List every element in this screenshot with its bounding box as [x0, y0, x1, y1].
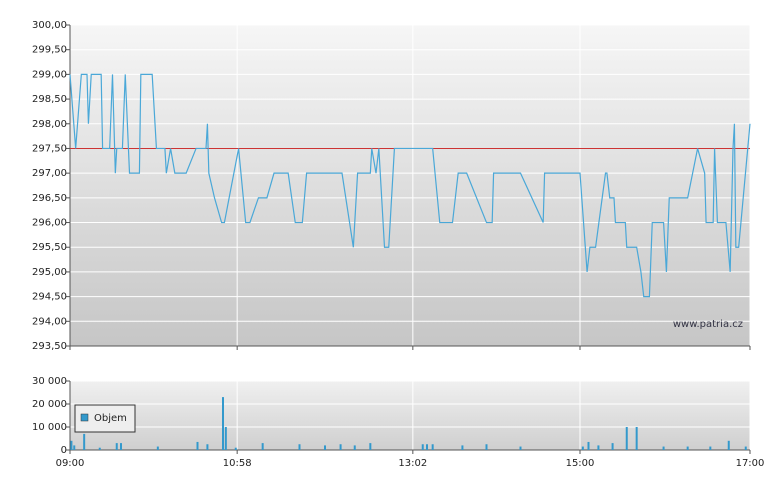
volume-bar — [224, 427, 227, 450]
x-tick-label: 13:02 — [398, 458, 427, 469]
legend-label: Objem — [94, 413, 127, 424]
volume-bar — [581, 446, 584, 450]
y-tick-label: 300,00 — [32, 20, 67, 31]
volume-bar — [83, 433, 86, 450]
volume-bar — [611, 443, 614, 450]
volume-bar — [353, 445, 356, 450]
volume-bar — [485, 444, 488, 450]
volume-bar — [625, 427, 628, 450]
volume-bar — [709, 446, 712, 450]
plot-bg — [70, 25, 750, 346]
x-tick-label: 09:00 — [56, 458, 85, 469]
volume-bar — [70, 440, 73, 450]
volume-bar — [261, 443, 264, 450]
volume-bar — [115, 443, 118, 450]
volume-bar — [234, 447, 237, 450]
volume-bar — [686, 446, 689, 450]
volume-bar — [421, 444, 424, 450]
volume-bar — [426, 444, 428, 450]
y-tick-label: 30 000 — [32, 376, 67, 387]
watermark: www.patria.cz — [673, 319, 743, 330]
volume-bar — [744, 446, 747, 450]
y-tick-label: 296,50 — [32, 193, 67, 204]
volume-bar — [587, 441, 590, 450]
volume-bar — [635, 427, 638, 450]
volume-bar — [120, 443, 122, 450]
price-line — [69, 73, 751, 298]
y-tick-label: 298,50 — [32, 94, 67, 105]
volume-bar — [461, 445, 464, 450]
y-tick-label: 295,50 — [32, 242, 67, 253]
volume-bar — [196, 441, 199, 450]
x-tick-label: 10:58 — [223, 458, 252, 469]
plot-bg — [70, 381, 750, 450]
volume-bar — [431, 444, 434, 450]
y-tick-label: 20 000 — [32, 399, 67, 410]
volume-bar — [98, 447, 101, 450]
volume-bar — [156, 446, 159, 450]
volume-bar — [298, 444, 301, 450]
y-tick-label: 299,00 — [32, 69, 67, 80]
y-tick-label: 299,50 — [32, 45, 67, 56]
volume-bar — [206, 444, 209, 450]
volume-bar — [369, 443, 372, 450]
volume-bar — [222, 397, 224, 450]
volume-bar — [727, 440, 730, 450]
volume-bar — [324, 445, 326, 450]
y-tick-label: 10 000 — [32, 422, 67, 433]
volume-bar — [662, 446, 665, 450]
volume-bar — [519, 446, 522, 450]
volume-bar — [73, 445, 76, 450]
x-tick-label: 15:00 — [566, 458, 595, 469]
volume-bar — [597, 445, 600, 450]
y-tick-label: 293,50 — [32, 341, 67, 352]
volume-bar — [339, 444, 342, 450]
x-tick-label: 17:00 — [736, 458, 765, 469]
y-tick-label: 295,00 — [32, 267, 67, 278]
legend-swatch — [80, 413, 89, 422]
y-tick-label: 297,50 — [32, 143, 67, 154]
y-tick-label: 0 — [61, 445, 67, 456]
y-tick-label: 298,00 — [32, 119, 67, 130]
y-tick-label: 294,00 — [32, 316, 67, 327]
y-tick-label: 297,00 — [32, 168, 67, 179]
y-tick-label: 296,00 — [32, 218, 67, 229]
y-tick-label: 294,50 — [32, 292, 67, 303]
